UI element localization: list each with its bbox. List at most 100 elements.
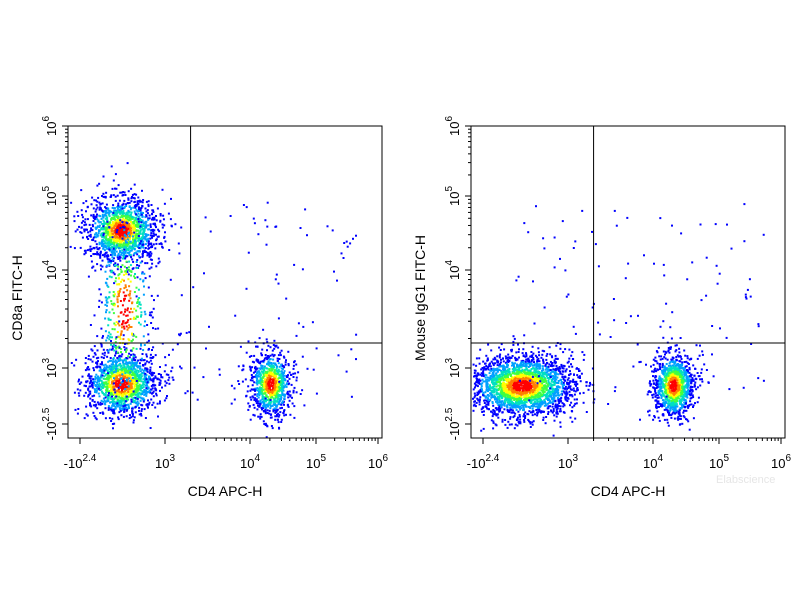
data-point	[111, 404, 114, 407]
data-point	[254, 400, 257, 403]
data-point	[158, 378, 161, 381]
data-point	[129, 253, 132, 256]
data-point	[142, 235, 144, 238]
data-point	[152, 390, 155, 393]
data-point	[246, 390, 249, 393]
data-point	[126, 222, 129, 225]
data-point	[132, 206, 135, 209]
y-tick-label: 103	[41, 358, 59, 378]
data-point	[92, 246, 95, 249]
data-point	[135, 213, 138, 216]
data-point	[116, 356, 119, 359]
data-point	[131, 393, 134, 396]
data-point	[288, 382, 291, 385]
data-point	[96, 235, 99, 238]
data-point	[126, 385, 128, 388]
data-point	[133, 399, 136, 402]
data-point	[96, 377, 99, 380]
data-point	[265, 436, 268, 439]
data-point	[112, 375, 115, 378]
data-point	[122, 362, 125, 365]
data-point	[131, 216, 134, 219]
data-point	[104, 206, 107, 209]
data-point	[129, 290, 132, 293]
data-point	[121, 353, 124, 356]
data-point	[135, 365, 138, 367]
data-point	[132, 240, 135, 243]
data-point	[491, 369, 494, 372]
data-point	[107, 318, 110, 321]
data-point	[278, 376, 281, 379]
data-point	[125, 272, 128, 275]
data-point	[106, 220, 109, 223]
data-point	[144, 237, 147, 240]
data-point	[103, 366, 106, 369]
data-point	[81, 216, 84, 219]
data-point	[113, 322, 116, 325]
data-point	[130, 256, 133, 259]
data-point	[247, 340, 250, 343]
data-point	[140, 380, 143, 383]
data-point	[155, 219, 158, 222]
data-point	[148, 372, 151, 375]
data-point	[150, 294, 153, 297]
data-point	[139, 377, 142, 380]
data-point	[117, 252, 120, 255]
data-point	[93, 369, 95, 372]
data-point	[283, 395, 286, 398]
data-point	[291, 402, 294, 405]
data-point	[269, 402, 272, 405]
data-point	[117, 184, 120, 187]
data-point	[574, 402, 577, 405]
data-point	[126, 309, 129, 312]
data-point	[526, 369, 529, 372]
data-point	[112, 410, 115, 413]
data-point	[159, 219, 162, 222]
data-point	[261, 348, 264, 351]
data-point	[276, 404, 279, 407]
data-point	[103, 253, 106, 256]
data-point	[138, 406, 141, 409]
data-point	[149, 258, 152, 261]
data-point	[256, 367, 259, 370]
data-point	[277, 354, 280, 357]
data-point	[276, 365, 278, 368]
data-point	[93, 394, 96, 397]
data-point	[115, 240, 118, 243]
data-point	[111, 224, 114, 227]
data-point	[147, 217, 150, 220]
data-point	[102, 335, 104, 338]
data-point	[152, 380, 155, 383]
data-point	[130, 197, 133, 200]
data-point	[99, 234, 102, 237]
data-point	[114, 253, 116, 255]
data-point	[570, 354, 573, 357]
data-point	[255, 375, 257, 378]
data-point	[113, 304, 116, 307]
data-point	[135, 402, 138, 405]
data-point	[548, 398, 551, 401]
data-point	[247, 408, 250, 411]
data-point	[128, 240, 131, 243]
data-point	[121, 207, 124, 210]
data-point	[107, 408, 110, 411]
data-point	[107, 350, 110, 353]
data-point	[84, 249, 87, 252]
data-point	[136, 301, 139, 303]
data-point	[267, 402, 270, 405]
data-point	[126, 365, 129, 368]
data-point	[98, 288, 101, 291]
data-point	[511, 364, 513, 367]
data-point	[103, 370, 106, 373]
data-point	[102, 400, 105, 403]
data-point	[99, 375, 102, 378]
data-point	[159, 379, 162, 382]
data-point	[128, 269, 131, 271]
data-point	[532, 357, 535, 359]
data-point	[130, 207, 133, 210]
data-point	[90, 228, 93, 231]
x-tick-label: 103	[155, 453, 175, 471]
data-point	[478, 382, 481, 385]
data-point	[102, 234, 105, 237]
data-point	[295, 376, 298, 379]
